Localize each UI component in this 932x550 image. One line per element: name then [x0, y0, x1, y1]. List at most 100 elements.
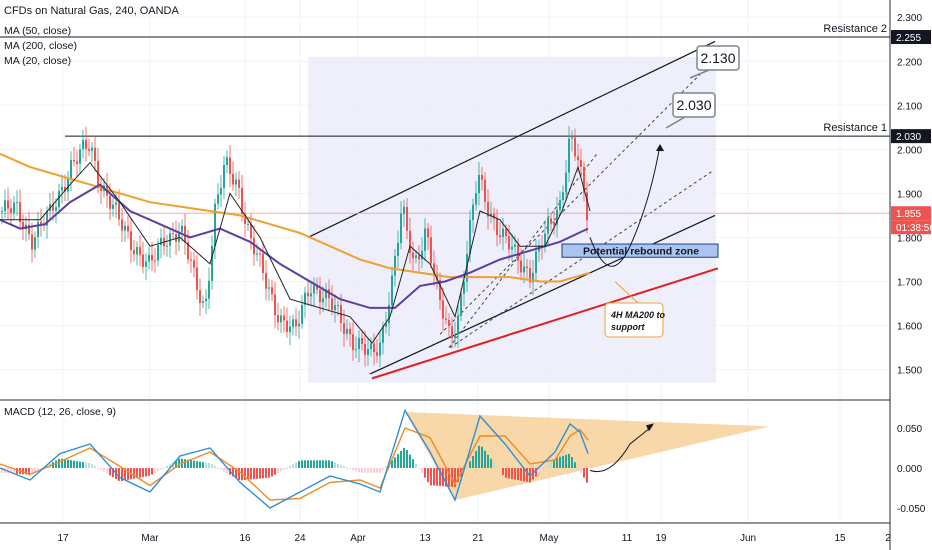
candle-body [166, 245, 168, 247]
macd-projection-arrowhead [646, 423, 654, 432]
candle-body [427, 228, 429, 238]
candle-body [1, 211, 3, 213]
price-tag-current-bg [891, 206, 931, 221]
time-tick-label-12: 2 [885, 533, 891, 544]
candle-body [532, 272, 534, 283]
target-2030-callout-text: 2.030 [676, 97, 711, 113]
candle-body [19, 202, 21, 223]
candle-body [64, 187, 66, 192]
macd-histogram-bar [217, 467, 219, 469]
candle-body [139, 247, 141, 255]
candle-body [490, 213, 492, 217]
candle-body [496, 218, 498, 236]
candle-body [376, 352, 378, 356]
time-tick-label-9: 19 [655, 533, 667, 544]
candle-body [562, 192, 564, 201]
candle-body [127, 225, 129, 232]
candle-body [418, 255, 420, 260]
price-tag-resistance2: 2.255 [896, 33, 921, 44]
macd-histogram-bar [352, 468, 354, 470]
macd-projection-curve [589, 426, 653, 473]
candle-body [484, 179, 486, 202]
macd-histogram-bar [538, 468, 540, 474]
candle-body [550, 218, 552, 222]
macd-histogram-bar [505, 468, 507, 478]
macd-histogram-bar [421, 468, 423, 473]
candle-body [286, 320, 288, 333]
macd-histogram-bar [157, 468, 159, 472]
candle-body [247, 223, 249, 225]
candle-body [94, 147, 96, 161]
macd-histogram-bar [553, 459, 555, 468]
macd-histogram-bar [247, 468, 249, 480]
ma200-note-callout: 4H MA200 to support [604, 281, 666, 338]
moving-averages [0, 152, 591, 344]
macd-histogram-bar [205, 462, 207, 468]
candle-body [178, 231, 180, 242]
candle-body [223, 165, 225, 189]
macd-indicator-label[interactable]: MACD (12, 26, close, 9) [4, 406, 116, 418]
candle-body [499, 235, 501, 238]
indicator-ma200-label[interactable]: MA (200, close) [4, 40, 77, 52]
candle-body [520, 260, 522, 273]
candle-body [457, 315, 459, 335]
macd-histogram-bar [190, 460, 192, 468]
macd-histogram-bar [424, 468, 426, 478]
macd-histogram-bar [85, 462, 87, 468]
macd-histogram-bar [184, 459, 186, 468]
candle-body [295, 319, 297, 327]
macd-histogram-bar [76, 461, 78, 468]
macd-histogram-bar [10, 468, 12, 474]
candle-body [10, 208, 12, 214]
candle-body [280, 315, 282, 323]
price-tick-label-0: 2.300 [897, 13, 922, 24]
candle-body [355, 349, 357, 351]
macd-histogram-bar [475, 450, 477, 468]
macd-histogram-bar [199, 461, 201, 468]
candle-body [568, 138, 570, 173]
candle-body [229, 157, 231, 174]
candle-body [565, 172, 567, 193]
indicator-ma50-label[interactable]: MA (50, close) [4, 25, 71, 37]
macd-histogram-bar [55, 460, 57, 468]
resistance2-label: Resistance 2 [823, 23, 887, 35]
candle-body [445, 318, 447, 320]
candle-body [382, 326, 384, 343]
candle-body [235, 179, 237, 185]
macd-histogram-bar [346, 467, 348, 469]
candle-body [442, 300, 444, 319]
indicator-ma20-label[interactable]: MA (20, close) [4, 55, 71, 67]
macd-histogram-bar [559, 456, 561, 468]
macd-histogram-bar [238, 468, 240, 480]
macd-histogram-bar [577, 467, 579, 469]
macd-histogram-bar [430, 468, 432, 486]
macd-histogram-bar [454, 468, 456, 488]
channel-upper-line [307, 40, 716, 238]
macd-histogram-bar [214, 466, 216, 468]
macd-histogram-bar [265, 468, 267, 478]
candle-body [37, 221, 39, 238]
candle-body [157, 245, 159, 261]
macd-histogram-bar [250, 468, 252, 480]
candle-body [379, 342, 381, 356]
macd-histogram-bar [550, 462, 552, 468]
target-2030-callout-box [672, 92, 716, 118]
candle-body [349, 328, 351, 335]
candle-body [571, 137, 573, 139]
candle-body [391, 275, 393, 306]
candle-body [46, 210, 48, 226]
macd-histogram-bar [517, 468, 519, 481]
macd-histogram-bar [166, 465, 168, 468]
candle-body [352, 334, 354, 351]
candle-body [370, 343, 372, 350]
macd-histogram-bar [148, 468, 150, 476]
candle-body [397, 242, 399, 256]
time-tick-label-6: 21 [472, 533, 484, 544]
macd-histogram-bar [31, 468, 33, 474]
macd-histogram-bar [259, 468, 261, 479]
macd-axis: 0.050 0.000 -0.050 [897, 424, 926, 515]
target-2130-callout-box [696, 45, 740, 71]
ma50-line [0, 183, 589, 309]
price-axis: 2.300 2.200 2.100 2.000 1.900 1.800 1.700 1.600… [891, 13, 932, 377]
